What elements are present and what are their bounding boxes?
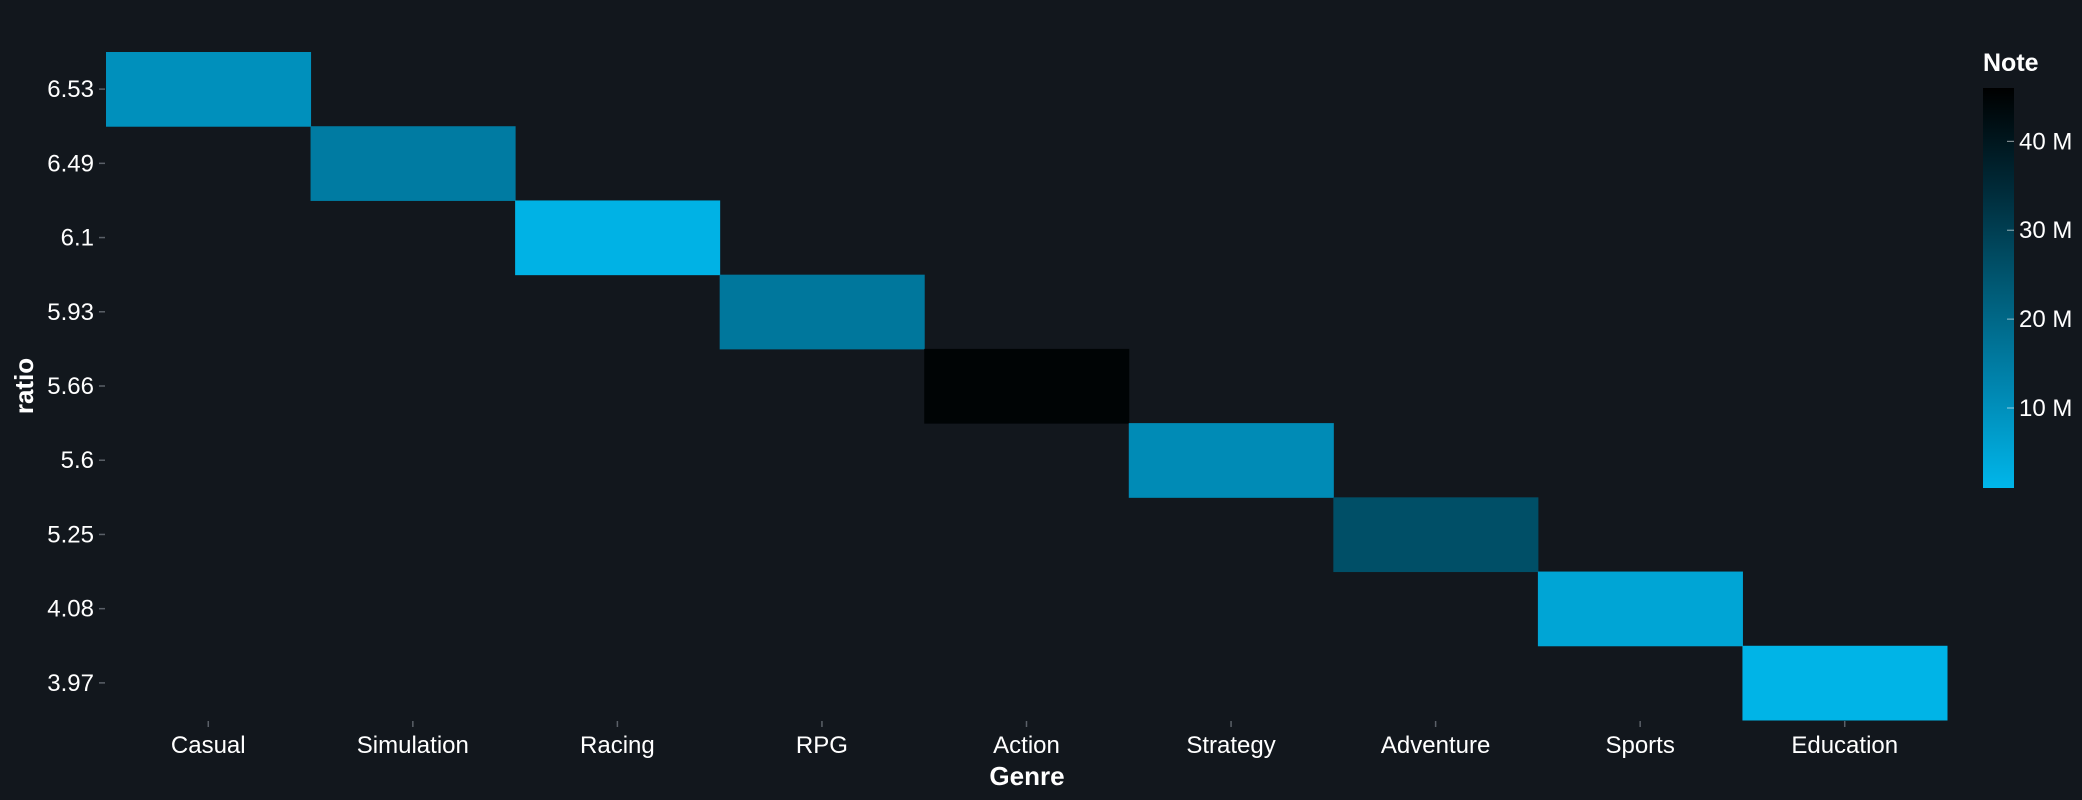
legend-tick-label: 40 M xyxy=(2019,128,2072,155)
y-tick-label: 5.66 xyxy=(47,373,94,400)
x-axis: Casual Simulation Racing RPG Action Strategy A… xyxy=(171,721,1898,759)
x-tick-label: Racing xyxy=(580,732,655,759)
x-tick-label: Sports xyxy=(1605,732,1674,759)
legend-color-bar xyxy=(1983,88,2014,488)
y-tick-label: 4.08 xyxy=(47,596,94,623)
x-tick-label: Simulation xyxy=(357,732,469,759)
legend-ticks: 10 M 20 M 30 M 40 M xyxy=(2007,128,2072,422)
y-tick-label: 3.97 xyxy=(47,670,94,697)
heatmap-cell-adventure xyxy=(1333,497,1539,573)
color-legend: Note 10 M 20 M 30 M 40 M xyxy=(1983,49,2072,488)
heatmap-cell-strategy xyxy=(1128,423,1334,498)
heatmap-cell-rpg xyxy=(719,274,925,350)
heatmap-cell-sports xyxy=(1537,571,1743,647)
heatmap-cell-action xyxy=(924,348,1130,424)
x-tick-label: Adventure xyxy=(1381,732,1490,759)
x-tick-label: RPG xyxy=(796,732,848,759)
x-tick-label: Education xyxy=(1791,732,1898,759)
y-axis-title: ratio xyxy=(9,358,39,414)
x-tick-label: Action xyxy=(993,732,1060,759)
y-tick-label: 6.1 xyxy=(61,225,94,252)
y-tick-label: 5.25 xyxy=(47,521,94,548)
legend-tick-label: 20 M xyxy=(2019,306,2072,333)
legend-title: Note xyxy=(1983,49,2039,77)
x-tick-label: Casual xyxy=(171,732,246,759)
heatmap-cell-racing xyxy=(515,200,721,276)
legend-tick-label: 10 M xyxy=(2019,395,2072,422)
y-tick-label: 6.49 xyxy=(47,150,94,177)
x-axis-title: Genre xyxy=(989,761,1064,791)
y-tick-label: 6.53 xyxy=(47,76,94,103)
y-axis: 6.53 6.49 6.1 5.93 5.66 5.6 5.25 4.08 3.97 xyxy=(47,76,105,697)
heatmap-cell-simulation xyxy=(310,126,516,201)
y-tick-label: 5.6 xyxy=(61,447,94,474)
y-tick-label: 5.93 xyxy=(47,299,94,326)
x-tick-label: Strategy xyxy=(1186,732,1275,759)
heatmap-cell-education xyxy=(1742,645,1948,721)
heatmap-cell-casual xyxy=(106,52,312,127)
heatmap-cells xyxy=(106,52,1948,721)
legend-tick-label: 30 M xyxy=(2019,217,2072,244)
